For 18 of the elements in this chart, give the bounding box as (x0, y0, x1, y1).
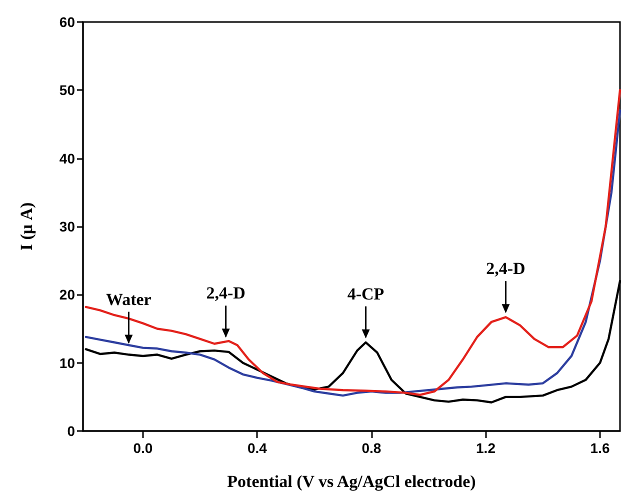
y-axis-title: I (μ A) (17, 202, 36, 251)
y-tick-label: 50 (59, 82, 76, 98)
y-tick-label: 30 (59, 218, 76, 234)
y-tick-label: 0 (67, 423, 76, 439)
x-tick-label: 0.4 (248, 440, 268, 456)
y-tick-label: 40 (59, 150, 76, 166)
y-tick-label: 10 (59, 354, 76, 371)
annotation: 2,4-D (486, 259, 526, 278)
y-tick-label: 20 (59, 286, 76, 303)
x-axis-title: Potential (V vs Ag/AgCl electrode) (227, 472, 476, 491)
x-tick-label: 0.0 (133, 440, 153, 456)
annotation: 4-CP (347, 284, 384, 304)
x-tick-label: 1.6 (590, 440, 610, 456)
x-tick-label: 1.2 (476, 440, 496, 456)
annotation: Water (106, 290, 152, 309)
annotation: 2,4-D (206, 284, 246, 303)
y-tick-label: 60 (59, 14, 76, 30)
x-tick-label: 0.8 (362, 440, 382, 456)
